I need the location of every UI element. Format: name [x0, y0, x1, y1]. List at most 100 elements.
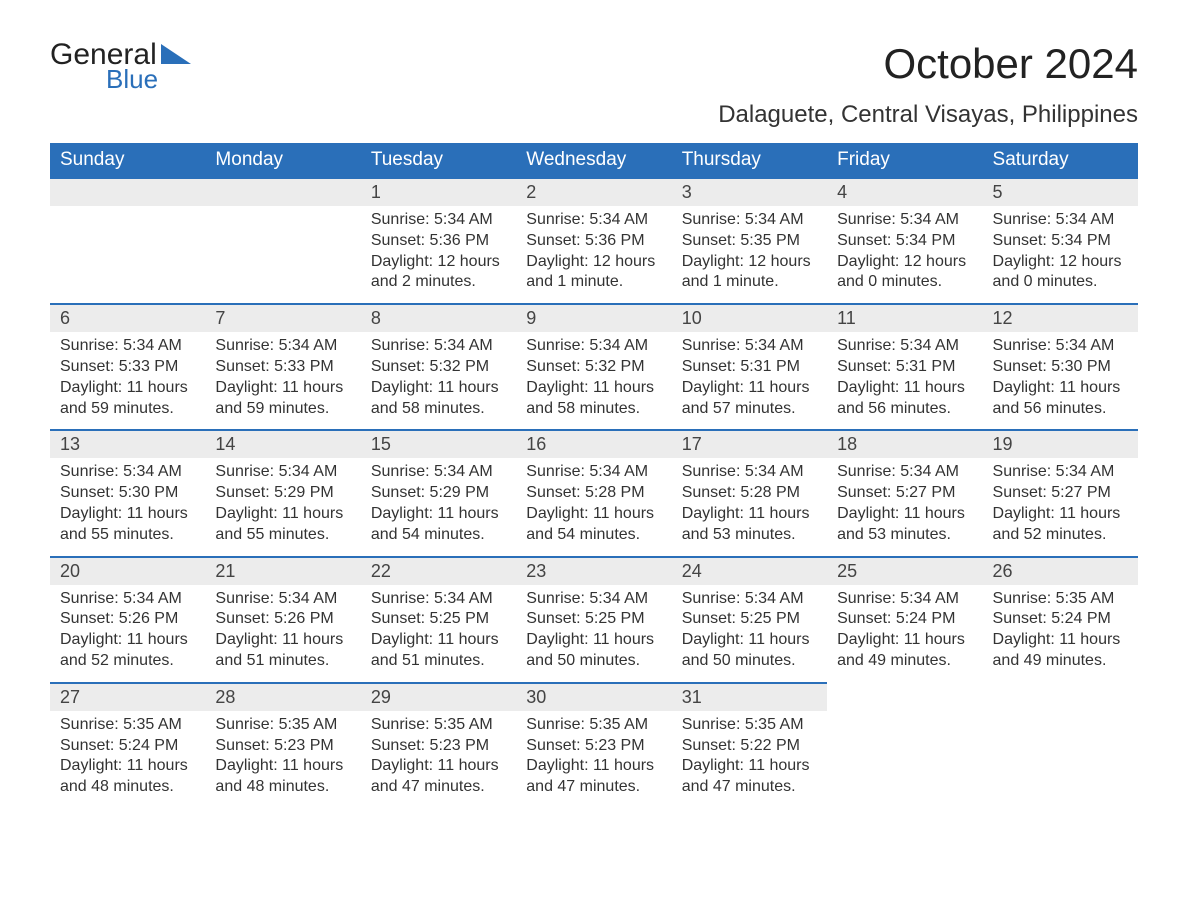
calendar-day-cell — [205, 177, 360, 303]
weekday-header-row: SundayMondayTuesdayWednesdayThursdayFrid… — [50, 143, 1138, 177]
daylight-text: Daylight: 11 hours and 51 minutes. — [371, 630, 506, 672]
day-number-row: 1 — [361, 177, 516, 206]
calendar-day-cell — [50, 177, 205, 303]
sunrise-text: Sunrise: 5:34 AM — [682, 462, 817, 483]
day-number-row: 3 — [672, 177, 827, 206]
day-number: 20 — [50, 558, 205, 585]
sunset-text: Sunset: 5:35 PM — [682, 231, 817, 252]
day-number: 10 — [672, 305, 827, 332]
sunset-text: Sunset: 5:23 PM — [371, 736, 506, 757]
daylight-text: Daylight: 11 hours and 54 minutes. — [371, 504, 506, 546]
day-body: Sunrise: 5:34 AMSunset: 5:29 PMDaylight:… — [205, 458, 360, 555]
day-body: Sunrise: 5:34 AMSunset: 5:36 PMDaylight:… — [361, 206, 516, 303]
day-number-row: 24 — [672, 556, 827, 585]
daylight-text: Daylight: 11 hours and 48 minutes. — [215, 756, 350, 798]
daylight-text: Daylight: 12 hours and 0 minutes. — [993, 252, 1128, 294]
day-body: Sunrise: 5:34 AMSunset: 5:30 PMDaylight:… — [983, 332, 1138, 429]
calendar-day-cell — [827, 682, 982, 808]
day-number-row: 25 — [827, 556, 982, 585]
calendar-day-cell — [983, 682, 1138, 808]
daylight-text: Daylight: 11 hours and 47 minutes. — [371, 756, 506, 798]
day-number-empty — [50, 179, 205, 206]
sunrise-text: Sunrise: 5:34 AM — [60, 462, 195, 483]
calendar-day-cell: 2Sunrise: 5:34 AMSunset: 5:36 PMDaylight… — [516, 177, 671, 303]
location-text: Dalaguete, Central Visayas, Philippines — [50, 101, 1138, 129]
calendar-day-cell: 11Sunrise: 5:34 AMSunset: 5:31 PMDayligh… — [827, 303, 982, 429]
day-body: Sunrise: 5:35 AMSunset: 5:24 PMDaylight:… — [983, 585, 1138, 682]
sunset-text: Sunset: 5:24 PM — [837, 609, 972, 630]
day-number-empty — [205, 179, 360, 206]
day-number: 30 — [516, 684, 671, 711]
day-body: Sunrise: 5:34 AMSunset: 5:34 PMDaylight:… — [983, 206, 1138, 303]
weekday-header: Monday — [205, 143, 360, 177]
daylight-text: Daylight: 12 hours and 2 minutes. — [371, 252, 506, 294]
day-body: Sunrise: 5:34 AMSunset: 5:28 PMDaylight:… — [672, 458, 827, 555]
daylight-text: Daylight: 11 hours and 53 minutes. — [837, 504, 972, 546]
day-number-row: 10 — [672, 303, 827, 332]
sunrise-text: Sunrise: 5:35 AM — [526, 715, 661, 736]
day-number: 16 — [516, 431, 671, 458]
sunrise-text: Sunrise: 5:34 AM — [371, 210, 506, 231]
day-body: Sunrise: 5:34 AMSunset: 5:26 PMDaylight:… — [205, 585, 360, 682]
calendar-day-cell: 6Sunrise: 5:34 AMSunset: 5:33 PMDaylight… — [50, 303, 205, 429]
sunset-text: Sunset: 5:32 PM — [526, 357, 661, 378]
day-number: 11 — [827, 305, 982, 332]
day-number-row: 15 — [361, 429, 516, 458]
sunset-text: Sunset: 5:33 PM — [60, 357, 195, 378]
day-number: 12 — [983, 305, 1138, 332]
day-number-row: 9 — [516, 303, 671, 332]
day-number: 3 — [672, 179, 827, 206]
day-body: Sunrise: 5:34 AMSunset: 5:26 PMDaylight:… — [50, 585, 205, 682]
day-number: 22 — [361, 558, 516, 585]
calendar-week-row: 27Sunrise: 5:35 AMSunset: 5:24 PMDayligh… — [50, 682, 1138, 808]
calendar-day-cell: 27Sunrise: 5:35 AMSunset: 5:24 PMDayligh… — [50, 682, 205, 808]
day-body: Sunrise: 5:34 AMSunset: 5:35 PMDaylight:… — [672, 206, 827, 303]
calendar-day-cell: 29Sunrise: 5:35 AMSunset: 5:23 PMDayligh… — [361, 682, 516, 808]
day-number-row: 8 — [361, 303, 516, 332]
sunrise-text: Sunrise: 5:34 AM — [837, 589, 972, 610]
calendar-day-cell: 1Sunrise: 5:34 AMSunset: 5:36 PMDaylight… — [361, 177, 516, 303]
weekday-header: Thursday — [672, 143, 827, 177]
weekday-header: Sunday — [50, 143, 205, 177]
calendar-day-cell: 23Sunrise: 5:34 AMSunset: 5:25 PMDayligh… — [516, 556, 671, 682]
day-number: 17 — [672, 431, 827, 458]
daylight-text: Daylight: 12 hours and 1 minute. — [526, 252, 661, 294]
day-number-row: 17 — [672, 429, 827, 458]
day-number: 7 — [205, 305, 360, 332]
calendar-day-cell: 24Sunrise: 5:34 AMSunset: 5:25 PMDayligh… — [672, 556, 827, 682]
day-number-row: 5 — [983, 177, 1138, 206]
sunrise-text: Sunrise: 5:34 AM — [526, 462, 661, 483]
day-body: Sunrise: 5:35 AMSunset: 5:23 PMDaylight:… — [361, 711, 516, 808]
calendar-day-cell: 13Sunrise: 5:34 AMSunset: 5:30 PMDayligh… — [50, 429, 205, 555]
weekday-header: Wednesday — [516, 143, 671, 177]
sunrise-text: Sunrise: 5:34 AM — [526, 210, 661, 231]
daylight-text: Daylight: 11 hours and 59 minutes. — [215, 378, 350, 420]
daylight-text: Daylight: 11 hours and 51 minutes. — [215, 630, 350, 672]
weekday-header: Friday — [827, 143, 982, 177]
day-number: 21 — [205, 558, 360, 585]
sunset-text: Sunset: 5:29 PM — [215, 483, 350, 504]
daylight-text: Daylight: 11 hours and 47 minutes. — [526, 756, 661, 798]
day-number: 27 — [50, 684, 205, 711]
day-body: Sunrise: 5:34 AMSunset: 5:34 PMDaylight:… — [827, 206, 982, 303]
calendar-day-cell: 4Sunrise: 5:34 AMSunset: 5:34 PMDaylight… — [827, 177, 982, 303]
calendar-day-cell: 3Sunrise: 5:34 AMSunset: 5:35 PMDaylight… — [672, 177, 827, 303]
day-number: 31 — [672, 684, 827, 711]
sunset-text: Sunset: 5:25 PM — [682, 609, 817, 630]
calendar-day-cell: 9Sunrise: 5:34 AMSunset: 5:32 PMDaylight… — [516, 303, 671, 429]
calendar-day-cell: 26Sunrise: 5:35 AMSunset: 5:24 PMDayligh… — [983, 556, 1138, 682]
day-number-row: 19 — [983, 429, 1138, 458]
sunset-text: Sunset: 5:25 PM — [371, 609, 506, 630]
day-number-row: 16 — [516, 429, 671, 458]
sunrise-text: Sunrise: 5:34 AM — [837, 336, 972, 357]
header-row: General Blue October 2024 — [50, 40, 1138, 95]
day-number: 14 — [205, 431, 360, 458]
day-number: 23 — [516, 558, 671, 585]
sunset-text: Sunset: 5:34 PM — [993, 231, 1128, 252]
calendar-week-row: 6Sunrise: 5:34 AMSunset: 5:33 PMDaylight… — [50, 303, 1138, 429]
day-body: Sunrise: 5:34 AMSunset: 5:30 PMDaylight:… — [50, 458, 205, 555]
day-number: 9 — [516, 305, 671, 332]
day-number-row: 12 — [983, 303, 1138, 332]
sunrise-text: Sunrise: 5:34 AM — [993, 336, 1128, 357]
calendar-day-cell: 16Sunrise: 5:34 AMSunset: 5:28 PMDayligh… — [516, 429, 671, 555]
